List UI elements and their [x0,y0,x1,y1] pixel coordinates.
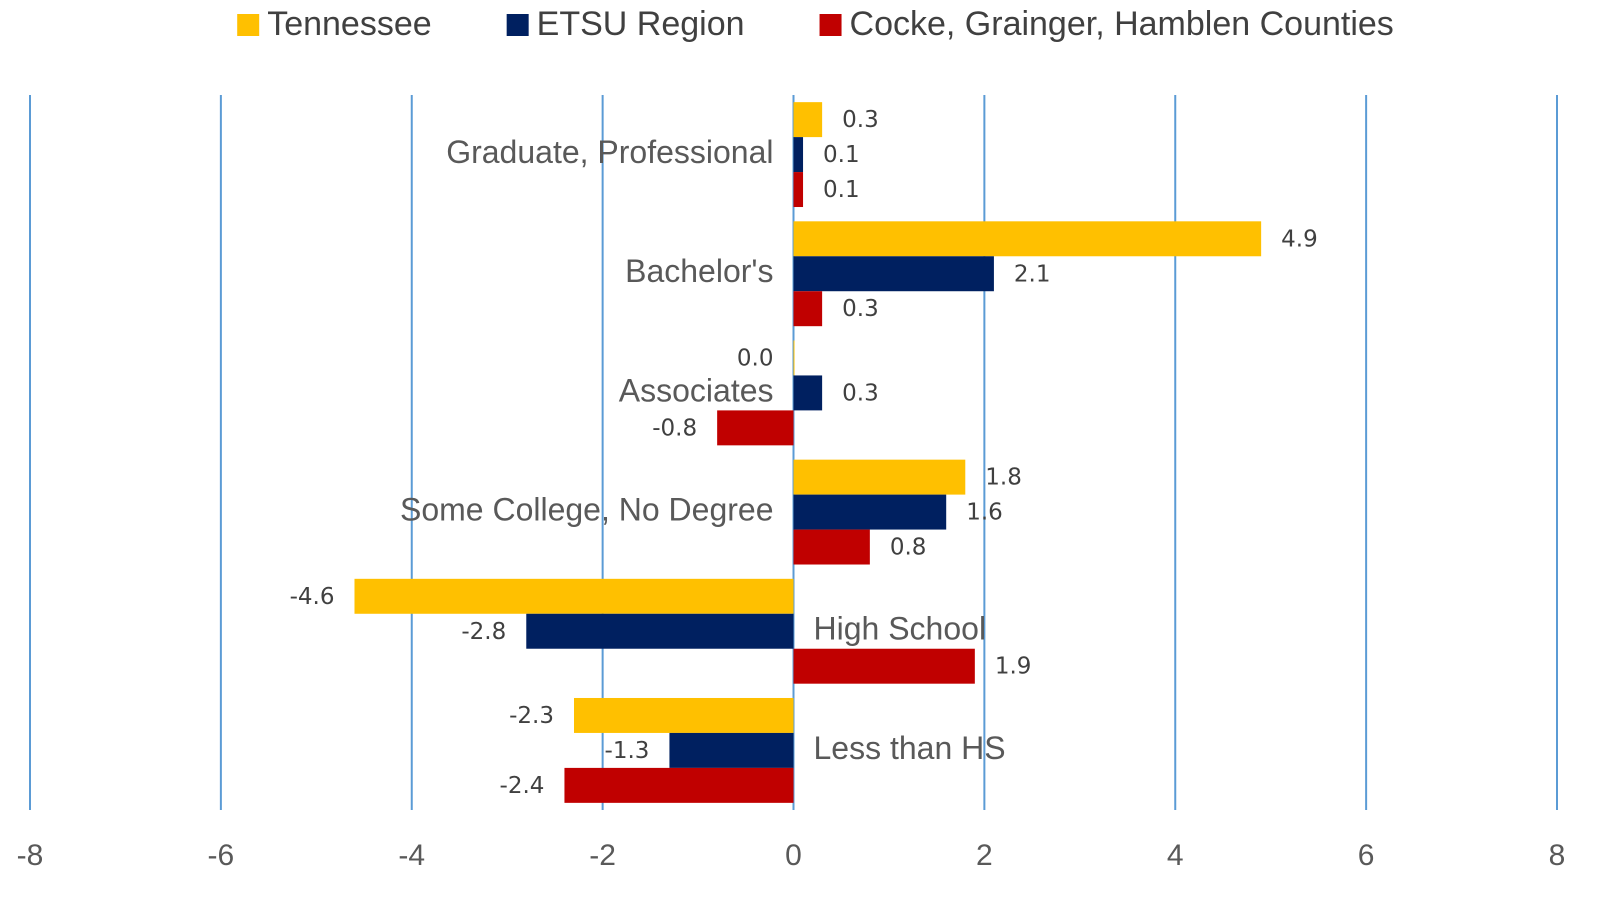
legend-swatch [819,14,842,36]
data-label: 1.8 [985,465,1022,491]
data-label: 0.3 [842,107,879,133]
bar [793,172,804,208]
data-label: 4.9 [1281,226,1318,252]
bar [526,613,794,649]
data-label: 1.9 [995,654,1032,680]
bar [793,529,870,565]
bar [669,732,794,768]
data-label: -4.6 [290,584,335,610]
bar [573,697,794,733]
data-label: 0.3 [842,296,879,322]
bar [717,410,794,446]
bar [793,340,795,376]
data-label: 0.1 [823,177,860,203]
data-label: -2.3 [509,703,554,729]
x-tick-label: 2 [976,839,993,872]
legend-label: ETSU Region [537,5,745,43]
bar [564,767,794,803]
x-tick-label: 0 [785,839,802,872]
data-label: 0.3 [842,380,879,406]
bar [793,291,823,327]
legend-label: Cocke, Grainger, Hamblen Counties [850,5,1394,43]
bar [793,459,966,495]
bar [793,256,994,292]
bar [793,648,975,684]
data-label: -1.3 [605,738,650,764]
data-label: 0.1 [823,142,860,168]
x-tick-label: -2 [589,839,616,872]
x-tick-label: 6 [1358,839,1375,872]
x-tick-label: 8 [1549,839,1566,872]
bar [793,494,947,530]
x-tick-label: -6 [208,839,235,872]
bar [793,137,804,173]
category-label: Less than HS [814,730,1006,766]
data-label: -2.8 [461,619,506,645]
category-label: Some College, No Degree [400,492,774,528]
category-label: High School [814,611,987,647]
data-label: 0.8 [890,535,927,561]
x-tick-label: -8 [17,839,44,872]
category-label: Associates [619,372,774,408]
category-label: Bachelor's [625,253,773,289]
data-label: -0.8 [652,415,697,441]
category-label: Graduate, Professional [446,134,773,170]
data-label: 1.6 [966,500,1003,526]
bar [793,102,823,138]
bar [793,375,823,411]
bar [354,578,794,614]
legend-swatch [506,14,529,36]
x-tick-label: -4 [398,839,425,872]
legend-swatch [237,14,260,36]
legend-label: Tennessee [267,5,431,43]
data-label: -2.4 [500,773,545,799]
x-tick-label: 4 [1167,839,1184,872]
data-label: 0.0 [737,345,774,371]
data-label: 2.1 [1014,261,1051,287]
bar [793,221,1262,257]
